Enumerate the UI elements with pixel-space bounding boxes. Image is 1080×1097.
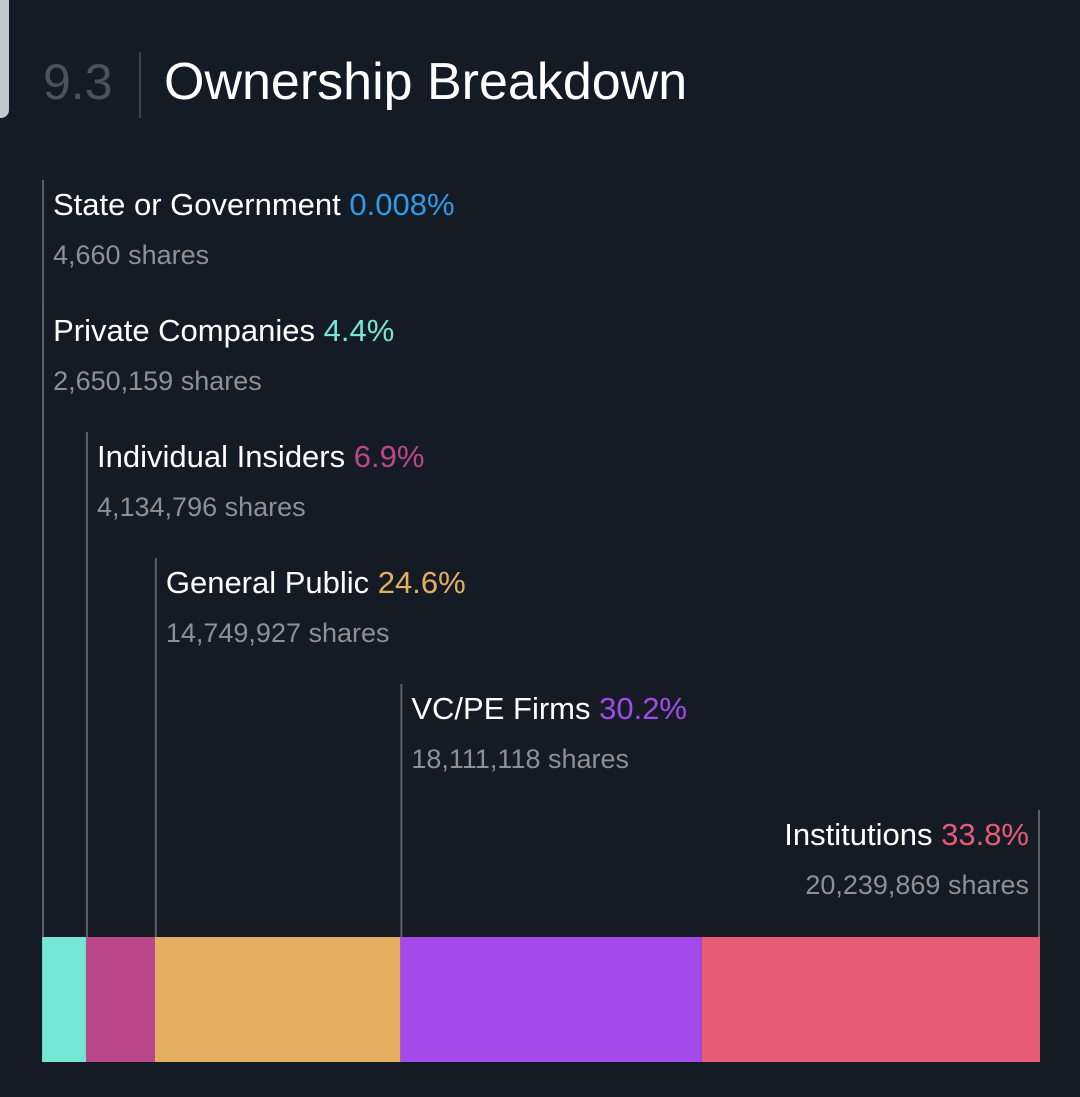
label-name: General Public — [166, 565, 378, 600]
bar-segment-vc-pe-firms — [400, 937, 702, 1062]
label-state-or-government: State or Government 0.008% — [53, 187, 455, 222]
edge-tab[interactable] — [0, 0, 9, 118]
shares-individual-insiders: 4,134,796 shares — [97, 492, 306, 522]
label-private-companies: Private Companies 4.4% — [53, 313, 394, 348]
label-percent: 30.2% — [599, 691, 687, 726]
shares-state-or-government: 4,660 shares — [53, 240, 209, 270]
label-percent: 0.008% — [349, 187, 454, 222]
shares-general-public: 14,749,927 shares — [166, 618, 390, 648]
shares-institutions: 20,239,869 shares — [805, 870, 1029, 900]
shares-vc-pe-firms: 18,111,118 shares — [411, 744, 629, 774]
bar-segment-general-public — [154, 937, 401, 1062]
section-title: Ownership Breakdown — [164, 53, 688, 111]
label-name: VC/PE Firms — [411, 691, 599, 726]
bar-segment-individual-insiders — [85, 937, 155, 1062]
label-name: Private Companies — [53, 313, 324, 348]
label-percent: 4.4% — [324, 313, 395, 348]
section-divider — [139, 52, 141, 118]
label-name: Individual Insiders — [97, 439, 354, 474]
bar-segment-institutions — [701, 937, 1040, 1062]
label-individual-insiders: Individual Insiders 6.9% — [97, 439, 424, 474]
label-general-public: General Public 24.6% — [166, 565, 466, 600]
label-institutions: Institutions 33.8% — [784, 817, 1029, 852]
shares-private-companies: 2,650,159 shares — [53, 366, 262, 396]
label-vc-pe-firms: VC/PE Firms 30.2% — [411, 691, 687, 726]
label-percent: 6.9% — [354, 439, 425, 474]
label-percent: 24.6% — [378, 565, 466, 600]
label-percent: 33.8% — [941, 817, 1029, 852]
label-name: State or Government — [53, 187, 349, 222]
section-number: 9.3 — [43, 54, 113, 110]
bar-segment-private-companies — [42, 937, 86, 1062]
label-name: Institutions — [784, 817, 941, 852]
